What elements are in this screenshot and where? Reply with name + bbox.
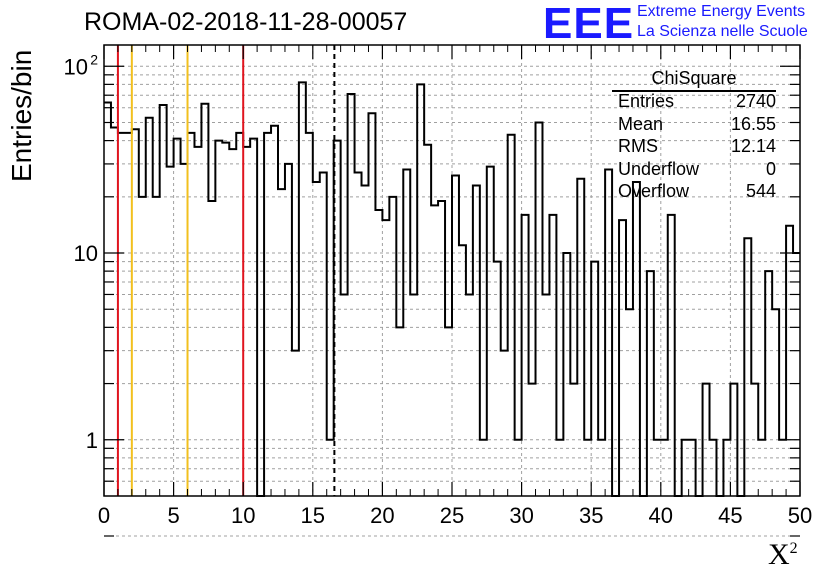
- eee-logo: EEE: [543, 0, 635, 48]
- stats-label: Entries: [618, 91, 675, 111]
- x-tick-label: 5: [167, 503, 179, 528]
- stats-box: ChiSquare Entries 2740 Mean 16.55 RMS 12…: [612, 68, 776, 203]
- logo-line1: Extreme Energy Events: [637, 3, 806, 20]
- stats-label: Overflow: [618, 181, 690, 201]
- stats-value: 544: [745, 181, 776, 201]
- x-tick-label: 10: [231, 503, 255, 528]
- logo-line2: La Scienza nelle Scuole: [637, 23, 808, 40]
- stats-row-entries: Entries 2740: [612, 90, 776, 113]
- x-tick-label: 40: [649, 503, 673, 528]
- stats-label: RMS: [618, 136, 658, 156]
- stats-value: 12.14: [730, 136, 776, 156]
- stats-value: 16.55: [730, 113, 776, 134]
- x-tick-label: 35: [579, 503, 603, 528]
- x-tick-label: 50: [788, 503, 812, 528]
- marker-lines: [116, 45, 336, 496]
- x-axis-label: X2: [768, 538, 798, 571]
- axis-ticks: [103, 45, 801, 537]
- stats-title: ChiSquare: [651, 68, 737, 88]
- y-tick-label: 1: [86, 428, 98, 453]
- stats-row-mean: Mean 16.55: [612, 113, 776, 136]
- x-tick-label: 45: [718, 503, 742, 528]
- y-axis-label: Entries/bin: [6, 49, 37, 182]
- histogram-series: [104, 81, 800, 497]
- y-tick-exponent: 2: [90, 51, 98, 67]
- stats-row-rms: RMS 12.14: [612, 135, 776, 158]
- stats-row-overflow: Overflow 544: [612, 180, 776, 203]
- x-tick-label: 0: [98, 503, 110, 528]
- grid: [104, 45, 800, 537]
- x-tick-label: 20: [370, 503, 394, 528]
- y-tick-label: 10: [74, 241, 98, 266]
- stats-value: 2740: [735, 91, 776, 111]
- stats-value: 0: [765, 158, 776, 179]
- stats-row-underflow: Underflow 0: [612, 158, 776, 181]
- stats-divider: [612, 90, 776, 92]
- x-tick-label: 15: [301, 503, 325, 528]
- stats-label: Mean: [618, 113, 664, 134]
- y-tick-label: 10: [64, 54, 88, 79]
- chart-title: ROMA-02-2018-11-28-00057: [84, 8, 408, 36]
- x-tick-label: 25: [440, 503, 464, 528]
- stats-label: Underflow: [618, 158, 700, 179]
- x-tick-label: 30: [509, 503, 533, 528]
